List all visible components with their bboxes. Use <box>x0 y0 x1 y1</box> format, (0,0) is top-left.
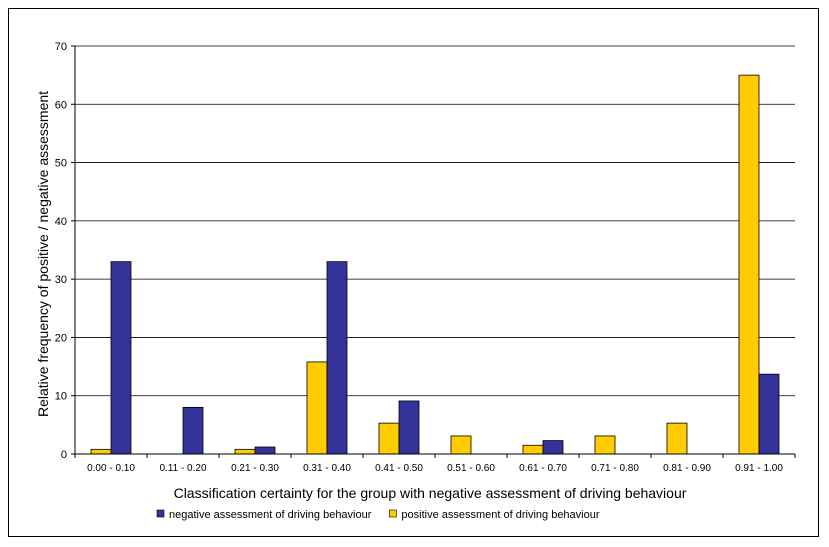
legend-swatch <box>156 509 165 518</box>
bar-negative <box>182 406 204 455</box>
y-tick-label: 30 <box>55 274 67 286</box>
bar-negative <box>542 440 564 455</box>
y-tick-label: 20 <box>55 332 67 344</box>
x-category-label: 0.21 - 0.30 <box>231 463 279 474</box>
bar-negative <box>110 261 132 455</box>
bar-negative <box>398 400 420 455</box>
bar-negative <box>326 261 348 455</box>
y-tick-label: 10 <box>55 391 67 403</box>
y-tick-label: 50 <box>55 158 67 170</box>
bar-positive <box>378 422 400 455</box>
x-category-label: 0.11 - 0.20 <box>159 463 207 474</box>
bar-positive <box>594 435 616 455</box>
x-category-label: 0.91 - 1.00 <box>735 463 783 474</box>
bar-positive <box>306 361 328 455</box>
x-axis-title: Classification certainty for the group w… <box>174 485 687 501</box>
y-axis-title: Relative frequency of positive / negativ… <box>35 91 51 417</box>
y-tick-label: 40 <box>55 216 67 228</box>
x-category-label: 0.81 - 0.90 <box>663 463 711 474</box>
bars <box>90 74 780 455</box>
bar-negative <box>254 446 276 455</box>
y-tick-labels: 0 10 20 30 40 50 60 70 <box>55 41 67 461</box>
legend-swatch <box>389 509 397 518</box>
bar-positive <box>666 422 688 455</box>
x-category-label: 0.00 - 0.10 <box>87 463 135 474</box>
legend: negative assessment of driving behaviour… <box>156 509 600 521</box>
bar-negative <box>758 373 780 455</box>
x-category-label: 0.71 - 0.80 <box>591 463 639 474</box>
bar-positive <box>90 448 112 455</box>
x-category-label: 0.41 - 0.50 <box>375 463 423 474</box>
axes <box>71 45 796 458</box>
gridlines <box>75 45 795 397</box>
x-category-labels: 0.00 - 0.10 0.11 - 0.20 0.21 - 0.30 0.31 - … <box>87 463 783 474</box>
x-category-label: 0.61 - 0.70 <box>519 463 567 474</box>
legend-label: negative assessment of driving behaviour <box>169 509 372 521</box>
x-category-label: 0.31 - 0.40 <box>303 463 351 474</box>
x-category-label: 0.51 - 0.60 <box>447 463 495 474</box>
y-tick-label: 70 <box>55 41 67 53</box>
bar-positive <box>738 74 760 455</box>
y-tick-label: 0 <box>61 449 67 461</box>
bar-positive <box>522 444 544 455</box>
bar-positive <box>234 448 256 455</box>
bar-positive <box>450 435 472 455</box>
legend-label: positive assessment of driving behaviour <box>401 509 599 521</box>
y-tick-label: 60 <box>55 99 67 111</box>
